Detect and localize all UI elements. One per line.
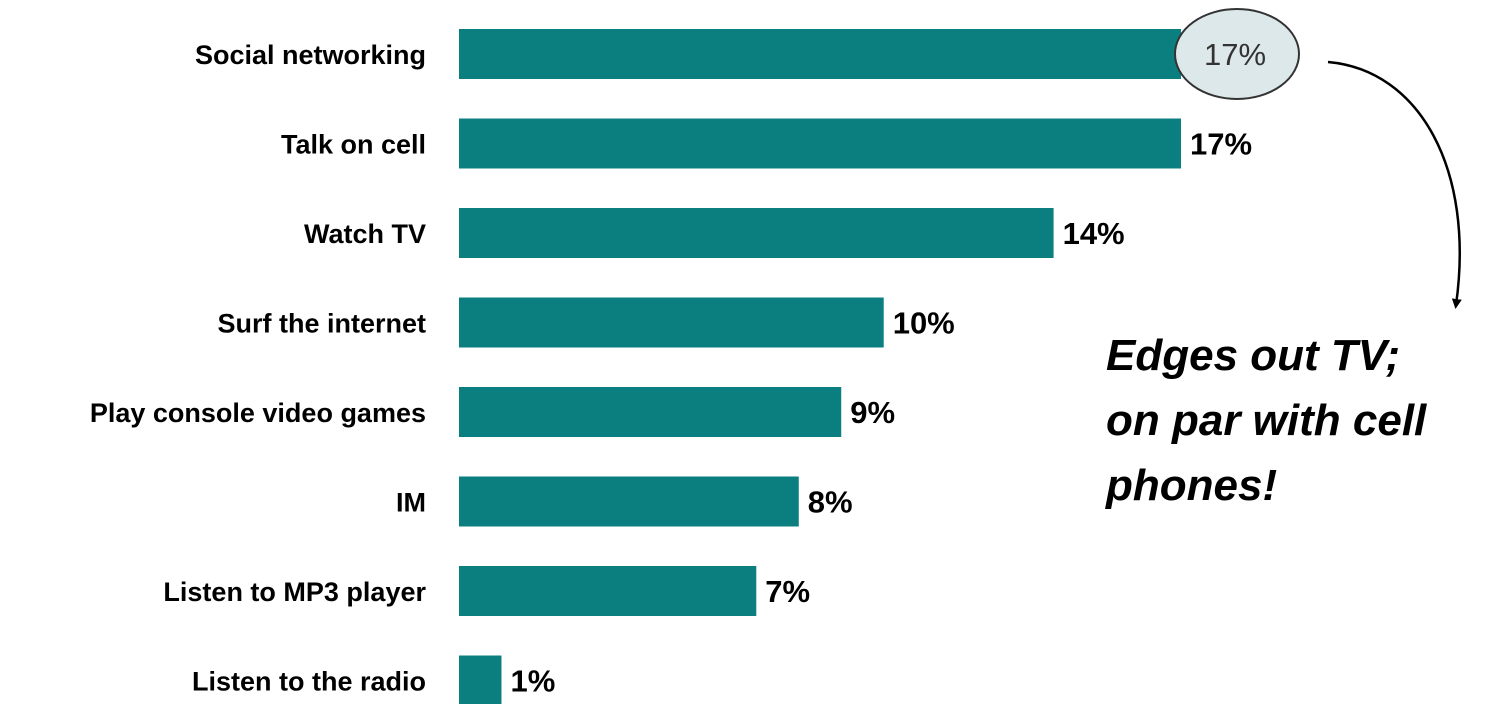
highlight-value-label: 17%	[1204, 37, 1266, 72]
bar-6	[459, 566, 757, 616]
category-label-6: Listen to MP3 player	[163, 577, 426, 607]
category-label-3: Surf the internet	[217, 309, 426, 339]
value-label-7: 1%	[510, 664, 555, 699]
category-label-5: IM	[396, 488, 426, 518]
annotation-arrow	[1327, 60, 1462, 309]
annotation-line-2: on par with cell	[1106, 396, 1427, 445]
bar-1	[459, 118, 1181, 169]
value-label-4: 9%	[850, 395, 895, 430]
value-label-5: 8%	[808, 485, 853, 520]
bar-3	[459, 297, 884, 348]
value-labels: 17% 14% 10% 9% 8% 7% 1%	[510, 127, 1252, 699]
category-label-7: Listen to the radio	[192, 667, 426, 697]
category-label-1: Talk on cell	[281, 130, 426, 160]
bar-2	[459, 208, 1054, 258]
highlight-ellipse	[1174, 8, 1300, 100]
bar-5	[459, 476, 799, 527]
bars-layer	[459, 29, 1181, 704]
annotation-text: Edges out TV; on par with cell phones!	[1105, 331, 1427, 510]
value-label-6: 7%	[765, 574, 810, 609]
bar-0	[459, 29, 1181, 79]
category-label-4: Play console video games	[90, 398, 426, 428]
value-label-3: 10%	[893, 306, 955, 341]
category-label-2: Watch TV	[304, 219, 426, 249]
value-label-2: 14%	[1063, 216, 1125, 251]
value-label-1: 17%	[1190, 127, 1252, 162]
annotation-line-3: phones!	[1105, 461, 1277, 510]
category-label-0: Social networking	[195, 40, 426, 70]
bar-4	[459, 387, 842, 437]
category-labels: Social networking Talk on cell Watch TV Sur…	[90, 40, 427, 697]
bar-7	[459, 655, 502, 704]
annotation-line-1: Edges out TV;	[1106, 331, 1400, 380]
